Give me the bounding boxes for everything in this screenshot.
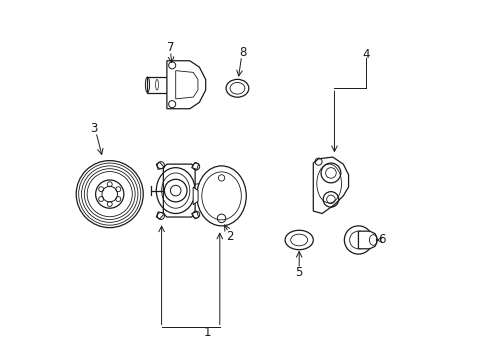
Polygon shape — [163, 164, 195, 217]
Polygon shape — [191, 212, 198, 219]
Circle shape — [76, 161, 143, 228]
Polygon shape — [191, 162, 198, 170]
Text: 4: 4 — [362, 48, 369, 61]
Polygon shape — [156, 212, 164, 219]
Text: 2: 2 — [225, 230, 233, 243]
Polygon shape — [313, 157, 348, 213]
Text: 3: 3 — [90, 122, 97, 135]
Text: 7: 7 — [166, 41, 174, 54]
Circle shape — [344, 226, 372, 254]
Polygon shape — [166, 61, 205, 109]
Polygon shape — [175, 71, 198, 99]
Ellipse shape — [225, 79, 248, 97]
Ellipse shape — [197, 166, 246, 226]
Text: 5: 5 — [295, 266, 302, 279]
Polygon shape — [147, 77, 166, 93]
Polygon shape — [358, 231, 376, 249]
Text: 6: 6 — [377, 234, 385, 247]
Polygon shape — [193, 187, 198, 205]
Polygon shape — [156, 162, 164, 170]
Text: 1: 1 — [203, 326, 211, 339]
Polygon shape — [195, 183, 205, 198]
Text: 8: 8 — [239, 46, 246, 59]
Ellipse shape — [285, 230, 313, 250]
